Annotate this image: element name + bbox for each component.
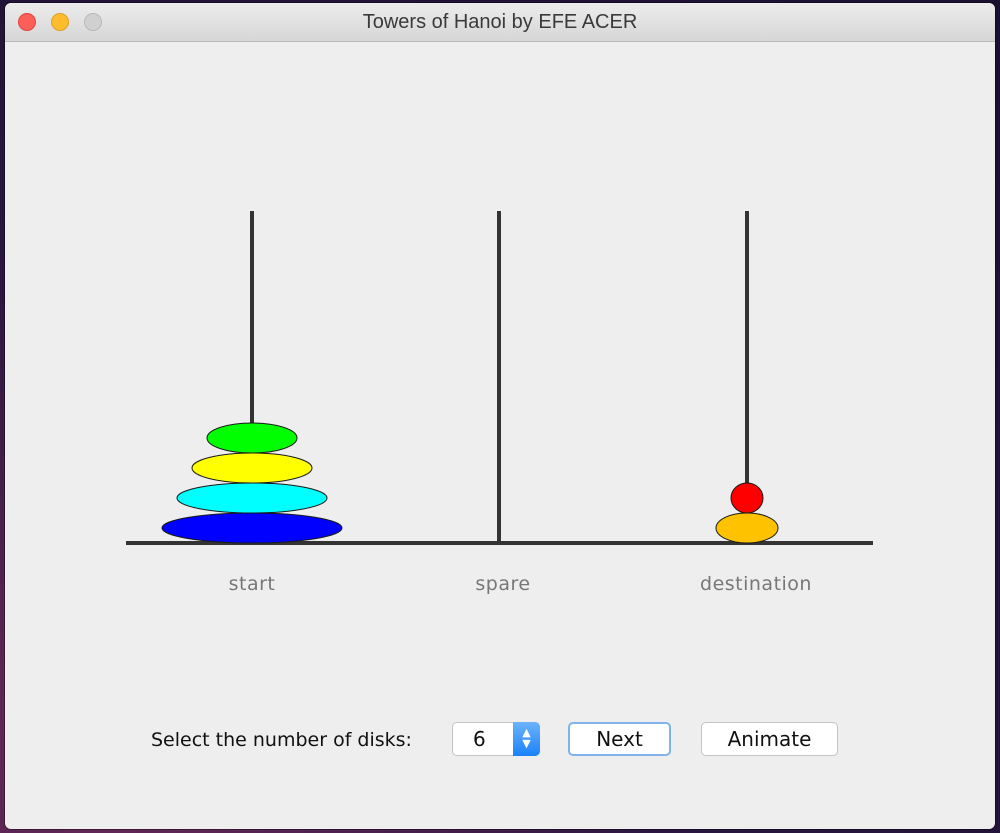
peg-label-start: start xyxy=(228,573,276,595)
title-bar[interactable]: Towers of Hanoi by EFE ACER xyxy=(5,3,995,42)
disk-count-value: 6 xyxy=(473,727,486,751)
disk-count-select[interactable]: 6 ▲ ▼ xyxy=(452,722,540,756)
disk xyxy=(191,452,313,484)
next-button[interactable]: Next xyxy=(568,722,671,756)
window-title: Towers of Hanoi by EFE ACER xyxy=(362,11,638,33)
disk-count-label: Select the number of disks: xyxy=(151,729,412,751)
stepper-arrows-icon[interactable]: ▲ ▼ xyxy=(513,722,540,756)
animate-button[interactable]: Animate xyxy=(701,722,838,756)
hanoi-board xyxy=(126,211,873,545)
close-window-button[interactable] xyxy=(18,13,36,31)
disk xyxy=(730,482,764,514)
disk xyxy=(161,512,343,544)
app-window: Towers of Hanoi by EFE ACER start spare … xyxy=(5,3,995,829)
disk xyxy=(206,422,298,454)
disks-layer xyxy=(161,422,779,544)
minimize-window-button[interactable] xyxy=(51,13,69,31)
disk xyxy=(715,512,779,544)
disk xyxy=(176,482,328,514)
peg-label-spare: spare xyxy=(475,573,531,595)
zoom-window-button[interactable] xyxy=(84,13,102,31)
peg-label-destination: destination xyxy=(700,573,812,595)
